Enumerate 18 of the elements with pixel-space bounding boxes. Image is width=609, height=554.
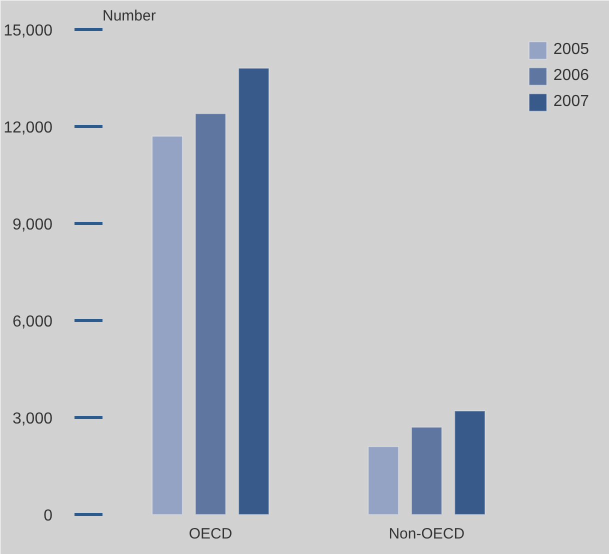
bar <box>152 136 183 514</box>
legend-label: 2007 <box>553 93 589 111</box>
y-tick-label: 0 <box>44 508 53 524</box>
bar <box>454 410 486 514</box>
legend-label: 2006 <box>553 67 589 85</box>
y-tick-label: 9,000 <box>12 216 53 234</box>
x-tick-label: Non-OECD <box>388 526 465 542</box>
y-tick-label: 6,000 <box>12 314 53 330</box>
bar <box>411 426 442 514</box>
x-tick-label: OECD <box>188 526 232 542</box>
bar <box>238 68 270 514</box>
bar <box>194 113 226 514</box>
y-tick-label: 12,000 <box>4 120 53 136</box>
bar <box>368 446 400 514</box>
y-tick-label: 15,000 <box>4 22 53 40</box>
y-tick-label: 3,000 <box>12 410 53 428</box>
y-axis-title: Number <box>102 8 156 24</box>
legend-label: 2005 <box>553 41 589 59</box>
